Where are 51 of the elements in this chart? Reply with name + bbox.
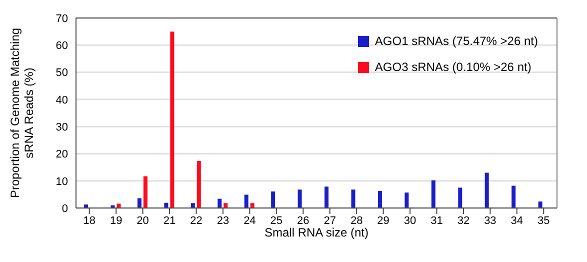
x-tick-label: 18 [83,214,96,227]
x-tick-label: 27 [324,214,336,227]
bar [224,203,228,208]
bar [218,198,222,208]
x-tick-label: 29 [377,214,390,227]
x-tick-label: 26 [297,214,310,227]
x-tick-label: 25 [270,214,283,227]
x-tick-label: 35 [538,214,550,227]
x-tick-label: 23 [216,214,230,227]
bar [298,190,302,208]
bar [250,203,254,208]
bar [271,191,276,208]
x-tick-label: 34 [510,214,524,227]
bar [137,198,142,208]
y-tick-label: 20 [56,148,68,161]
y-tick-label: 60 [56,40,68,52]
bar [404,192,409,208]
bar [378,190,382,208]
x-tick-label: 24 [244,214,256,227]
bar [431,180,436,208]
bar [324,186,329,208]
y-tick-label: 0 [62,202,68,215]
y-tick-label: 70 [56,12,68,25]
x-axis-title: Small RNA size (nt) [264,226,369,240]
x-tick-label: 22 [190,214,202,227]
bar [351,190,356,208]
x-tick-label: 28 [350,214,363,227]
bar [116,204,121,208]
x-tick-label: 20 [136,214,149,227]
y-tick-label: 30 [56,121,68,134]
bar [170,32,174,208]
bar [190,203,195,208]
bar [143,176,148,208]
y-axis-title: Proportion of Genome Matching sRNA Reads (%) [8,28,36,198]
x-tick-label: 30 [404,214,416,227]
bar [458,188,462,208]
bar [244,194,248,208]
x-tick-label: 32 [457,214,470,227]
legend-label: AGO1 sRNAs (75.47% >26 nt) [374,33,538,50]
x-tick-label: 31 [430,214,443,227]
y-tick-label: 10 [56,176,68,188]
y-tick-label: 40 [56,94,68,106]
y-tick-label: 50 [56,67,68,80]
x-tick-label: 33 [484,214,496,227]
bar [196,161,201,208]
x-tick-label: 21 [163,214,176,227]
x-tick-label: 19 [110,214,122,227]
bar [538,201,542,208]
bar [512,186,516,208]
bar [484,172,489,208]
legend-label: AGO3 sRNAs (0.10% >26 nt) [374,59,532,76]
